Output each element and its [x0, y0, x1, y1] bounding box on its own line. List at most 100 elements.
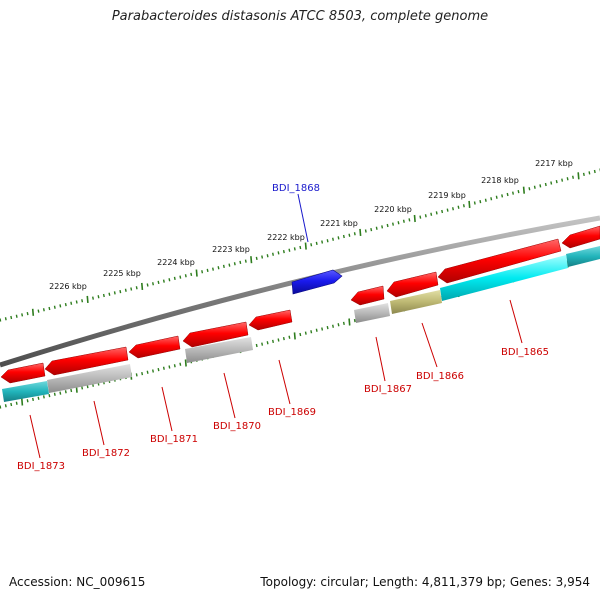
- feature-bar-grey-1872: [47, 364, 132, 393]
- outer-scale-minor-tick: [370, 227, 373, 232]
- outer-scale-minor-tick: [184, 274, 187, 278]
- outer-scale-minor-tick: [239, 260, 242, 265]
- inner-scale-minor-tick: [299, 332, 302, 337]
- outer-scale-minor-tick: [4, 317, 7, 321]
- outer-scale-minor-tick: [201, 270, 204, 274]
- outer-scale-minor-tick: [157, 280, 160, 285]
- scale-label-2225: 2225 kbp: [103, 269, 141, 278]
- gene-label-BDI_1872[interactable]: BDI_1872: [82, 448, 130, 459]
- inner-scale-minor-tick: [282, 336, 285, 341]
- gene-BDI_1873-arrow[interactable]: [0, 362, 46, 384]
- inner-scale-major-tick: [348, 318, 351, 326]
- outer-scale-minor-tick: [484, 198, 487, 202]
- gene-BDI_1869-arrow[interactable]: [248, 309, 293, 331]
- inner-scale-minor-tick: [81, 386, 84, 390]
- outer-scale-minor-tick: [97, 295, 100, 299]
- gene-label-BDI_1873[interactable]: BDI_1873: [17, 461, 65, 472]
- outer-scale-minor-tick: [528, 187, 531, 191]
- outer-scale-minor-tick: [233, 262, 236, 266]
- gene-label-BDI_1869[interactable]: BDI_1869: [268, 407, 316, 418]
- outer-scale-major-tick: [195, 269, 198, 277]
- leader-BDI_1871: [161, 386, 173, 432]
- inner-scale-minor-tick: [141, 371, 144, 376]
- outer-scale-minor-tick: [473, 201, 476, 205]
- outer-scale-minor-tick: [539, 184, 542, 188]
- feature-bar-grey-1870: [185, 337, 253, 363]
- map-title: Parabacteroides distasonis ATCC 8503, co…: [111, 9, 489, 24]
- outer-scale-minor-tick: [555, 179, 558, 184]
- inner-scale-major-tick: [184, 359, 187, 367]
- inner-scale-minor-tick: [261, 342, 264, 346]
- gene-BDI_1866-arrow[interactable]: [437, 238, 562, 284]
- outer-scale-minor-tick: [222, 264, 225, 269]
- gene-label-BDI_1866[interactable]: BDI_1866: [416, 371, 464, 382]
- leader-BDI_1873: [29, 414, 41, 459]
- outer-scale-minor-tick: [397, 221, 400, 225]
- outer-scale-minor-tick: [64, 302, 67, 307]
- feature-bars: [2, 246, 600, 402]
- outer-scale-minor-tick: [42, 308, 45, 312]
- outer-scale-minor-tick: [457, 205, 460, 209]
- feature-bar-cyan-1865: [440, 255, 568, 301]
- inner-scale-minor-tick: [272, 339, 274, 344]
- label-leaders: [29, 193, 523, 459]
- outer-scale-minor-tick: [353, 232, 356, 236]
- outer-scale-minor-tick: [70, 301, 73, 305]
- outer-scale-minor-tick: [190, 272, 193, 277]
- inner-scale-minor-tick: [168, 365, 171, 369]
- inner-scale-minor-tick: [332, 324, 334, 328]
- outer-scale-minor-tick: [108, 292, 111, 296]
- feature-bar-teal-right: [566, 246, 600, 267]
- outer-scale-minor-tick: [37, 309, 40, 313]
- gene-BDI_1871-arrow[interactable]: [128, 335, 181, 359]
- outer-scale-minor-tick: [81, 299, 84, 303]
- outer-scale-major-tick: [304, 242, 307, 250]
- gene-BDI_1867-arrow[interactable]: [350, 285, 385, 306]
- gene-BDI_1868-arrow[interactable]: [291, 269, 343, 295]
- outer-scale-minor-tick: [102, 293, 105, 298]
- gene-label-BDI_1871[interactable]: BDI_1871: [150, 434, 198, 445]
- inner-scale-minor-tick: [353, 318, 356, 323]
- outer-scale-minor-tick: [381, 225, 384, 229]
- outer-scale-minor-tick: [124, 288, 127, 292]
- inner-scale-minor-tick: [157, 367, 160, 372]
- outer-scale-minor-tick: [162, 279, 165, 283]
- outer-scale-minor-tick: [293, 247, 296, 251]
- outer-scale-minor-tick: [326, 239, 329, 243]
- outer-scale-minor-tick: [332, 237, 334, 241]
- gene-label-BDI_1870[interactable]: BDI_1870: [213, 421, 261, 432]
- inner-scale-minor-tick: [304, 331, 307, 335]
- outer-scale-ticks: [0, 168, 600, 322]
- scale-labels: 2226 kbp 2225 kbp 2224 kbp 2223 kbp 2222…: [49, 159, 573, 291]
- outer-scale-minor-tick: [48, 306, 51, 311]
- outer-scale-minor-tick: [266, 254, 269, 258]
- gene-BDI_1870-arrow[interactable]: [182, 321, 249, 348]
- inner-scale-minor-tick: [326, 325, 329, 330]
- inner-scale-minor-tick: [59, 391, 62, 395]
- leader-BDI_1870: [223, 372, 236, 419]
- outer-scale-minor-tick: [375, 226, 378, 230]
- gene-label-BDI_1867[interactable]: BDI_1867: [364, 384, 412, 395]
- outer-scale-minor-tick: [315, 241, 318, 246]
- outer-scale-minor-tick: [446, 208, 449, 212]
- outer-scale-minor-tick: [261, 255, 264, 259]
- gene-label-BDI_1868[interactable]: BDI_1868: [272, 183, 320, 194]
- gene-BDI_1865-arrow[interactable]: [561, 225, 600, 249]
- outer-scale-major-tick: [522, 186, 525, 194]
- outer-scale-minor-tick: [342, 234, 345, 239]
- outer-scale-minor-tick: [566, 177, 569, 181]
- outer-scale-minor-tick: [0, 318, 2, 322]
- inner-scale-minor-tick: [310, 330, 313, 334]
- gene-BDI_1866b-arrow[interactable]: [386, 271, 439, 298]
- outer-scale-major-tick: [250, 256, 253, 264]
- reverse-strand-genes: [0, 225, 600, 384]
- gene-BDI_1872-arrow[interactable]: [44, 346, 129, 376]
- outer-scale-major-tick: [86, 295, 89, 303]
- outer-scale-minor-tick: [212, 267, 214, 271]
- gene-label-BDI_1865[interactable]: BDI_1865: [501, 347, 549, 358]
- outer-scale-minor-tick: [582, 172, 585, 177]
- outer-scale-major-tick: [31, 308, 35, 316]
- outer-scale-minor-tick: [244, 259, 247, 263]
- outer-scale-minor-tick: [146, 283, 149, 287]
- outer-scale-minor-tick: [310, 243, 313, 247]
